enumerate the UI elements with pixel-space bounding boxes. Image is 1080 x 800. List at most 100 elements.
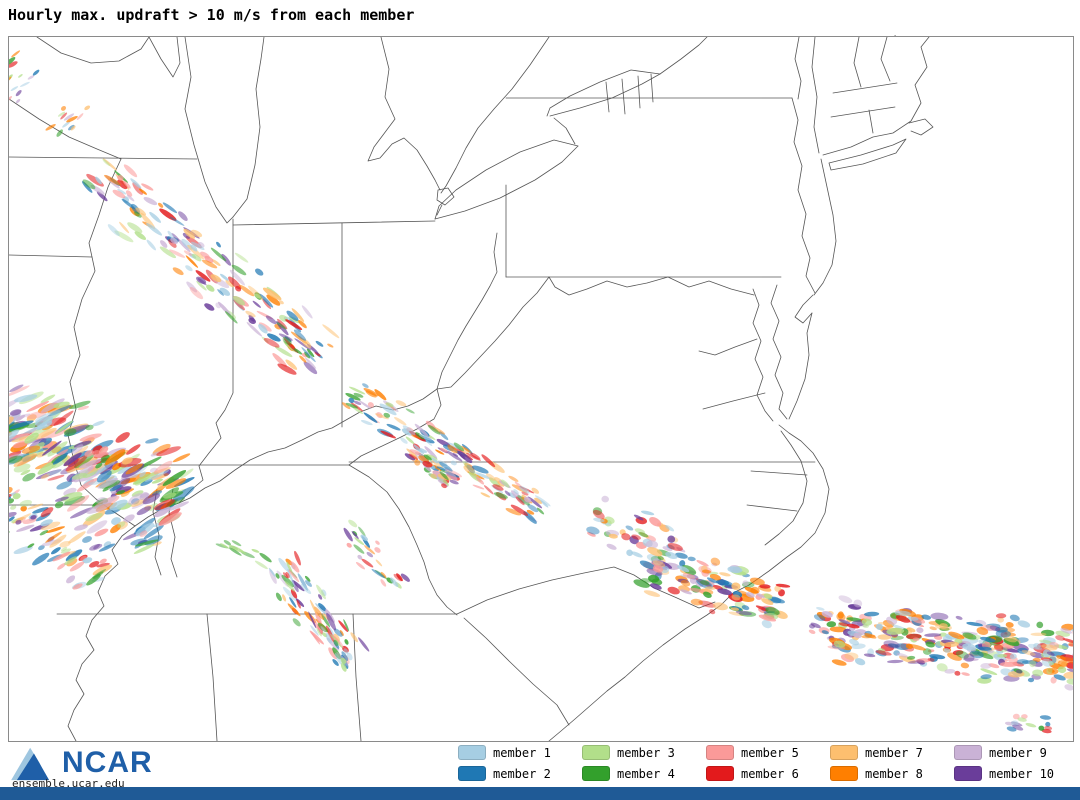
legend-swatch-member-2: [458, 766, 486, 781]
updraft-track: [625, 525, 634, 531]
updraft-track: [510, 504, 529, 516]
updraft-track: [313, 606, 325, 620]
updraft-track: [704, 586, 716, 591]
updraft-track: [125, 463, 143, 475]
updraft-track: [9, 76, 12, 82]
updraft-track: [9, 421, 15, 428]
updraft-track: [135, 207, 147, 216]
border-nh-me-border: [880, 37, 891, 82]
updraft-track: [374, 389, 387, 401]
updraft-track: [110, 524, 121, 534]
updraft-track: [505, 507, 522, 516]
border-nj-coast: [813, 158, 837, 296]
updraft-track: [294, 338, 312, 351]
border-delaware-river: [791, 97, 816, 294]
updraft-track: [921, 614, 932, 620]
updraft-track: [364, 545, 376, 555]
updraft-track: [864, 611, 880, 617]
updraft-track: [439, 462, 453, 472]
updraft-track: [96, 562, 110, 568]
border-lake-huron-east: [440, 37, 550, 194]
updraft-track: [709, 609, 716, 615]
updraft-track: [1039, 639, 1052, 644]
updraft-track: [696, 560, 709, 567]
updraft-track: [89, 543, 103, 551]
updraft-track: [346, 652, 353, 661]
updraft-track: [367, 402, 374, 408]
updraft-track: [104, 174, 121, 186]
updraft-track: [254, 293, 261, 299]
updraft-track: [380, 579, 387, 587]
updraft-track: [829, 626, 847, 633]
ncar-logo: NCAR: [10, 744, 153, 782]
updraft-track: [877, 634, 892, 640]
updraft-track: [414, 423, 429, 438]
updraft-track: [738, 611, 757, 617]
updraft-track: [285, 319, 303, 330]
updraft-track: [123, 164, 138, 178]
updraft-track: [263, 337, 280, 348]
updraft-track: [327, 343, 334, 348]
updraft-track: [107, 224, 120, 237]
updraft-track: [64, 495, 86, 506]
border-lake-erie-north: [434, 139, 579, 220]
updraft-track: [185, 265, 193, 272]
updraft-track: [763, 593, 773, 600]
legend-item: member 6: [706, 766, 830, 781]
updraft-track: [128, 464, 149, 480]
updraft-track: [831, 659, 847, 666]
updraft-track: [840, 653, 855, 663]
updraft-track: [508, 475, 519, 482]
state-borders: [9, 37, 934, 741]
updraft-track: [717, 588, 732, 596]
updraft-track: [167, 501, 190, 511]
updraft-track: [1010, 721, 1023, 727]
updraft-track: [309, 599, 319, 617]
updraft-track: [126, 444, 141, 455]
updraft-track: [231, 264, 247, 276]
updraft-track: [63, 113, 75, 121]
updraft-track: [621, 533, 631, 541]
updraft-track: [105, 449, 126, 466]
updraft-track: [513, 489, 519, 495]
updraft-track: [534, 497, 543, 504]
updraft-track: [63, 452, 82, 467]
updraft-track: [9, 384, 24, 393]
updraft-track: [278, 557, 291, 573]
updraft-track: [810, 622, 821, 629]
updraft-track: [1044, 725, 1053, 731]
updraft-track: [1025, 723, 1037, 728]
updraft-track: [144, 470, 170, 482]
updraft-track: [186, 281, 198, 293]
updraft-track: [326, 612, 337, 631]
updraft-track: [1015, 669, 1023, 674]
updraft-track: [30, 515, 37, 520]
updraft-track: [234, 252, 249, 263]
updraft-track: [1062, 657, 1073, 664]
updraft-track: [97, 477, 119, 489]
updraft-track: [430, 473, 438, 479]
updraft-track: [272, 353, 288, 368]
updraft-track: [978, 646, 992, 651]
updraft-track: [91, 569, 107, 579]
updraft-track: [132, 477, 148, 485]
updraft-track: [853, 632, 862, 639]
updraft-track-swaths: [9, 50, 1073, 734]
border-nc-sc-border: [456, 566, 716, 615]
border-tn-nc-border: [348, 464, 458, 616]
updraft-track: [1064, 684, 1073, 691]
updraft-track: [246, 322, 263, 337]
updraft-track: [907, 660, 925, 664]
updraft-track: [1068, 643, 1073, 647]
updraft-track: [162, 202, 178, 214]
updraft-track: [133, 544, 155, 554]
updraft-track: [380, 571, 387, 579]
updraft-track: [41, 440, 62, 456]
updraft-track: [838, 595, 853, 604]
updraft-track: [268, 567, 276, 577]
updraft-track: [60, 112, 68, 120]
updraft-track: [338, 620, 349, 632]
updraft-track: [394, 416, 407, 426]
updraft-track: [132, 182, 144, 195]
updraft-track: [943, 641, 960, 648]
